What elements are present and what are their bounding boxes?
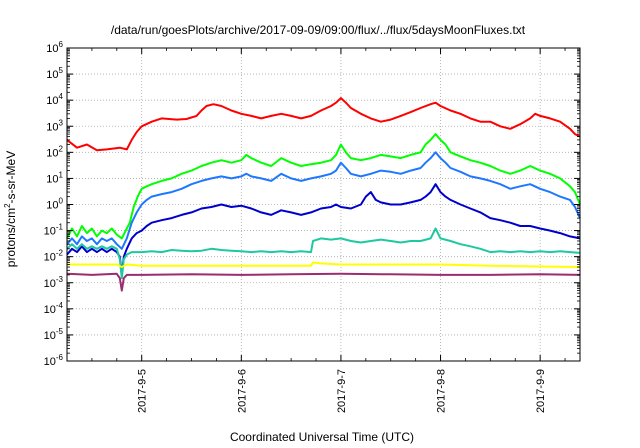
y-tick-label: 10-5: [44, 327, 64, 342]
y-tick-label: 101: [46, 170, 63, 185]
y-tick-labels: 10-6 10-5 10-4 10-3 10-2 10-1 100 101 102 103 104 1…: [44, 40, 64, 368]
y-tick-label: 10-6: [44, 353, 64, 368]
y-axis-label-sup: 2: [3, 203, 12, 208]
y-axis-label-post: -s-sr-MeV: [4, 151, 18, 204]
y-tick-label: 10-3: [44, 275, 64, 290]
y-tick-label: 10-4: [44, 301, 64, 316]
plot-frame: [66, 47, 581, 362]
y-axis-label-pre: protons/cm: [4, 208, 18, 267]
series-line-2: [66, 133, 581, 240]
chart-title: /data/run/goesPlots/archive/2017-09-09/0…: [111, 23, 526, 37]
series-line-1: [66, 97, 581, 152]
x-axis-label: Coordinated Universal Time (UTC): [230, 430, 414, 444]
y-tick-label: 103: [46, 118, 63, 133]
series-line-3: [66, 151, 581, 250]
x-tick-labels: 2017-9-5 2017-9-6 2017-9-7 2017-9-8 2017-9-9: [137, 369, 547, 413]
series-line-7: [66, 272, 581, 292]
axes: [66, 47, 581, 362]
x-tick-label: 2017-9-6: [236, 369, 248, 413]
x-tick-label: 2017-9-9: [535, 369, 547, 413]
series-group: [66, 97, 581, 292]
series-line-5: [66, 227, 581, 280]
x-tick-label: 2017-9-5: [137, 369, 149, 413]
y-tick-label: 10-1: [44, 223, 64, 238]
series-line-6: [67, 261, 581, 268]
grid: [67, 48, 580, 361]
y-tick-label: 105: [46, 66, 63, 81]
y-tick-label: 10-2: [44, 249, 64, 264]
y-tick-label: 104: [46, 92, 63, 107]
y-tick-label: 102: [46, 144, 63, 159]
y-tick-label: 100: [46, 197, 63, 212]
x-tick-label: 2017-9-7: [336, 369, 348, 413]
y-axis-label: protons/cm2-s-sr-MeV: [3, 151, 18, 267]
y-tick-label: 106: [46, 40, 63, 55]
x-tick-label: 2017-9-8: [436, 369, 448, 413]
series-line-4: [66, 183, 581, 276]
